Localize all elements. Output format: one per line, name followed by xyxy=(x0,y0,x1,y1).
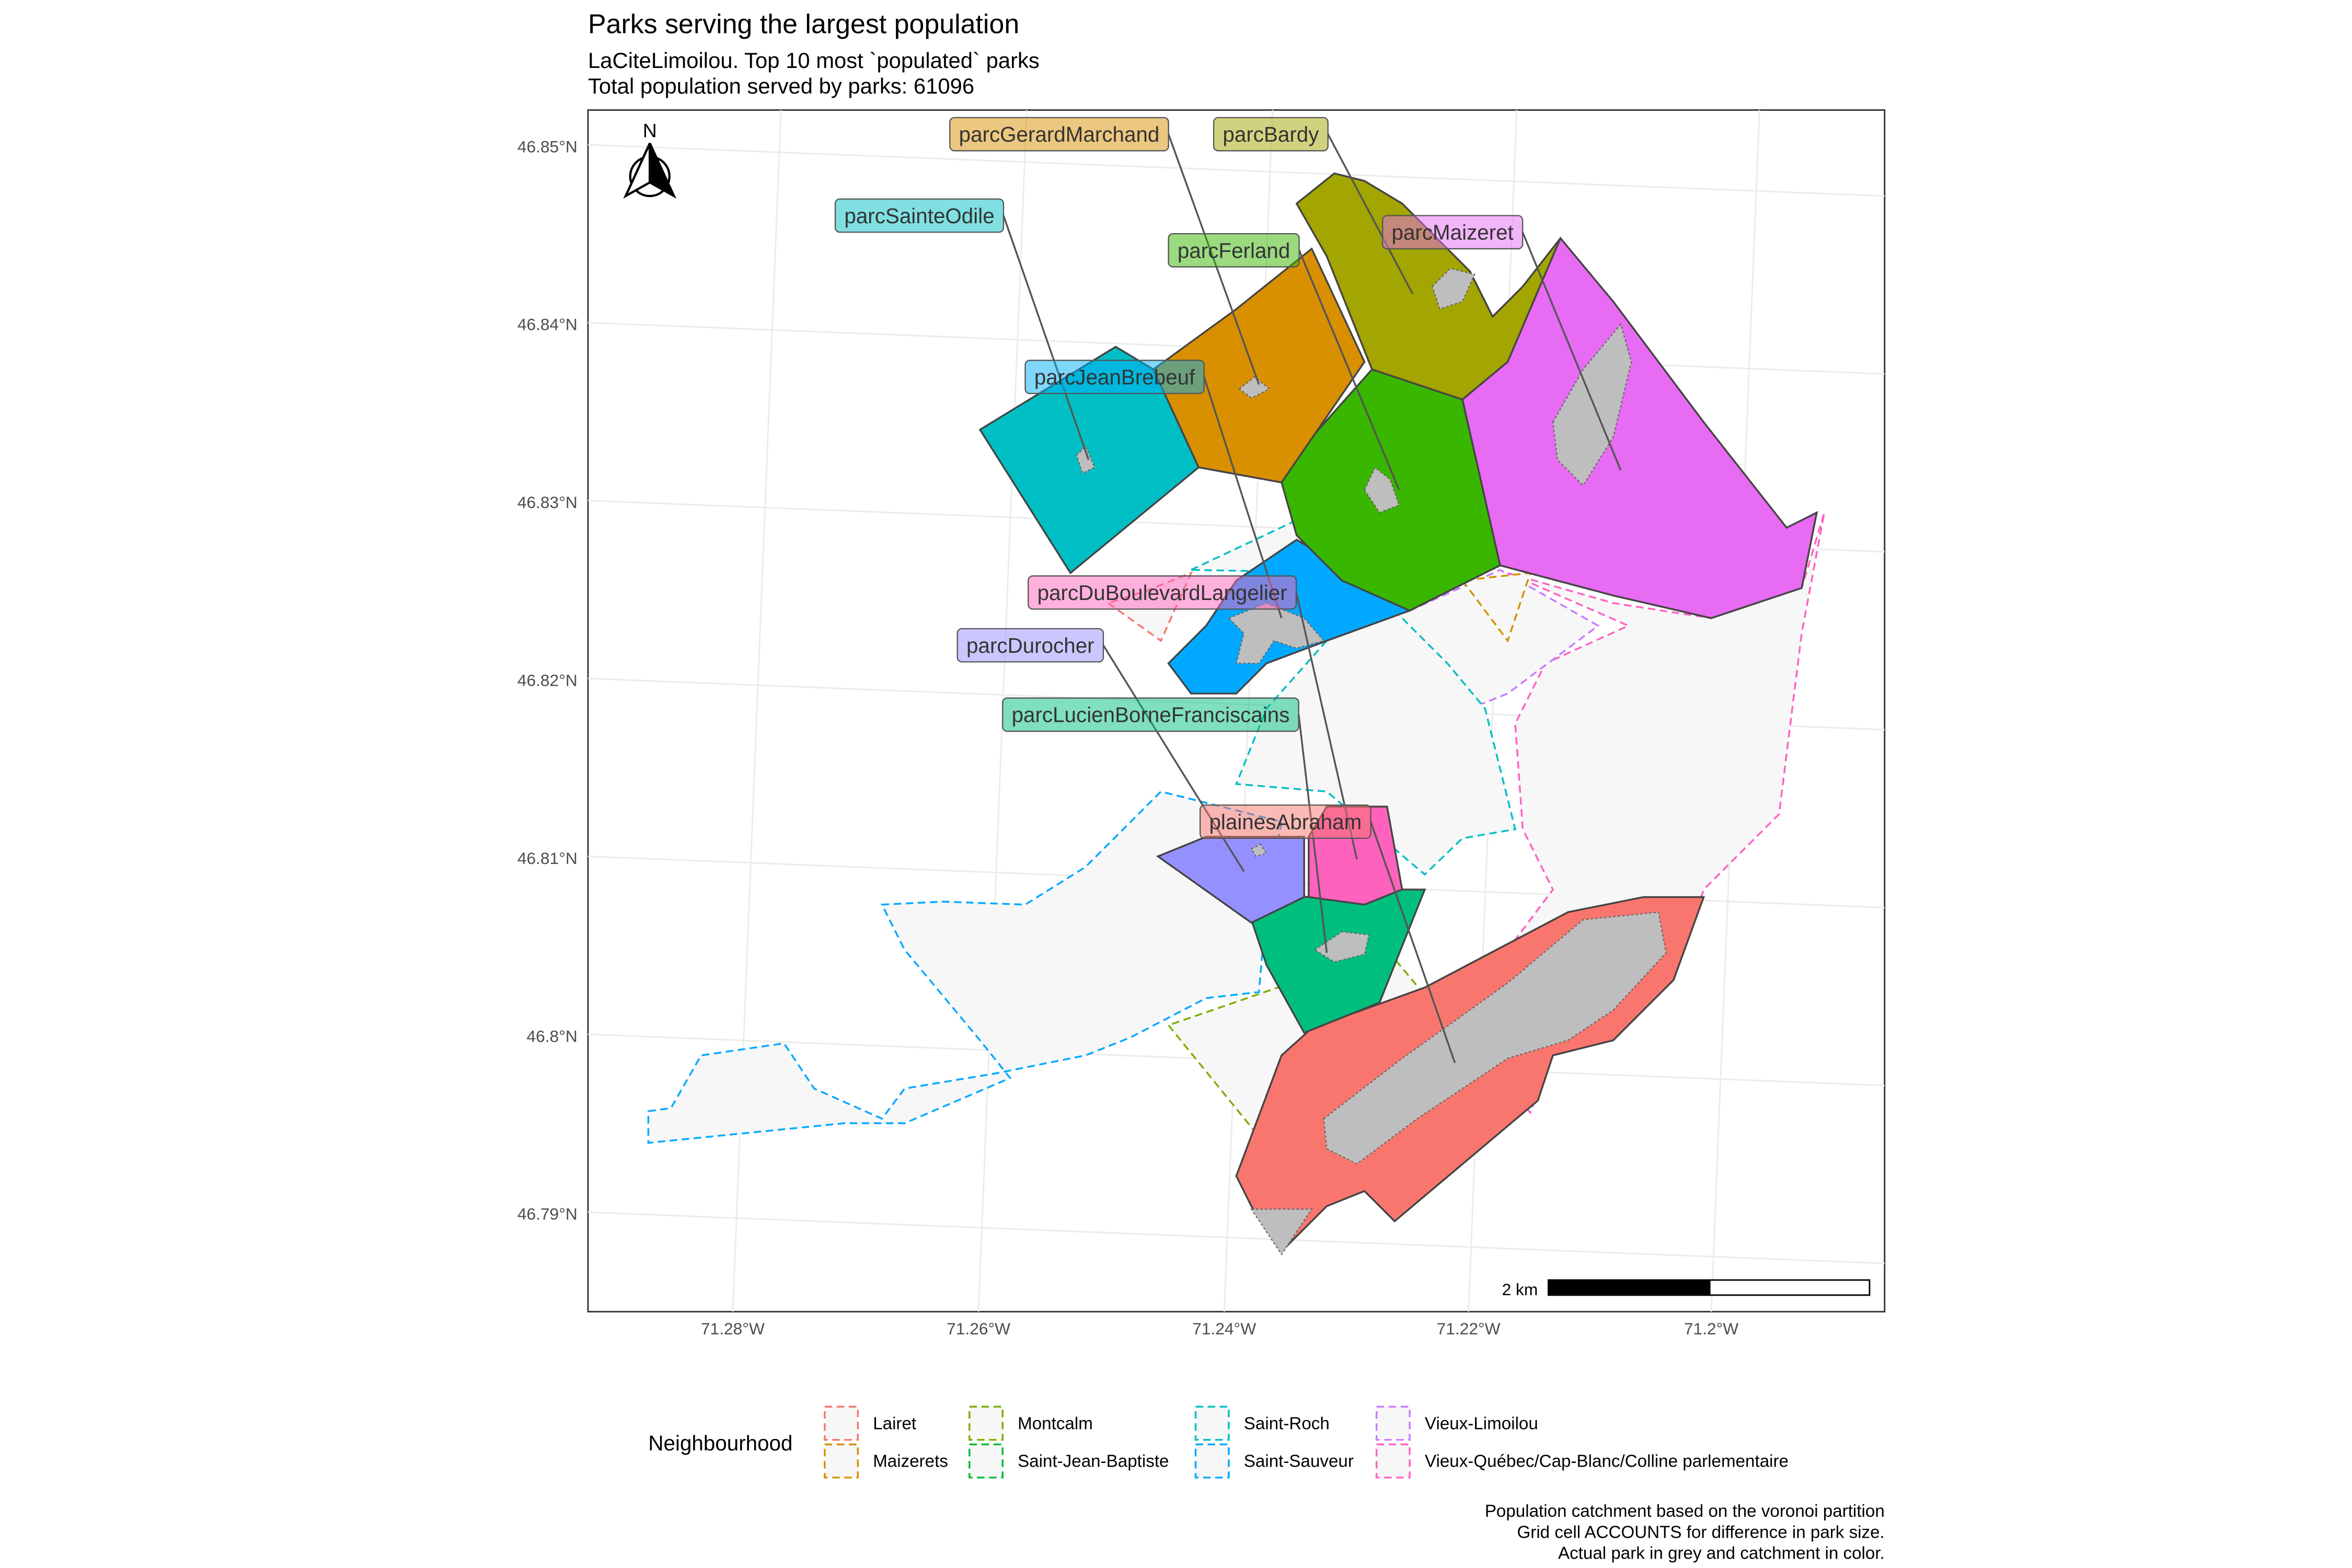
x-tick-label: 71.26°W xyxy=(947,1319,1010,1338)
chart-subtitle-1: LaCiteLimoilou. Top 10 most `populated` … xyxy=(588,48,1040,73)
legend-label: Montcalm xyxy=(1018,1414,1093,1434)
y-tick-label: 46.79°N xyxy=(517,1205,578,1224)
y-tick-label: 46.85°N xyxy=(517,137,578,156)
park-label-text: parcFerland xyxy=(1178,238,1290,262)
scale-bar-black-segment xyxy=(1548,1279,1711,1296)
x-tick-label: 71.22°W xyxy=(1437,1319,1501,1338)
legend-key xyxy=(969,1443,1004,1479)
park-durocher xyxy=(1250,843,1267,857)
park-label-text: plainesAbraham xyxy=(1209,810,1362,834)
park-label-text: parcSainteOdile xyxy=(844,204,994,228)
y-tick-label: 46.83°N xyxy=(517,493,578,512)
y-tick-label: 46.8°N xyxy=(526,1027,577,1045)
catchment-parc-maizeret xyxy=(1461,236,1818,619)
legend-item: Vieux-Limoilou xyxy=(1375,1405,1538,1441)
park-ferland xyxy=(1364,466,1400,514)
caption-line: Actual park in grey and catchment in col… xyxy=(1558,1544,1885,1563)
legend-label: Saint-Roch xyxy=(1244,1414,1330,1434)
park-label-leader xyxy=(1002,215,1090,460)
y-axis: 46.85°N 46.84°N 46.83°N 46.82°N 46.81°N … xyxy=(517,137,578,1223)
catchment-parc-bardy xyxy=(1295,172,1562,401)
park-label-text: parcDuBoulevardLangelier xyxy=(1037,581,1287,605)
park-lucien-borne xyxy=(1313,931,1370,963)
park-label-text: parcDurocher xyxy=(966,633,1094,658)
north-arrow-label: N xyxy=(643,120,657,142)
park-label: parcGerardMarchand xyxy=(949,117,1169,152)
park-label: parcSainteOdile xyxy=(834,198,1005,233)
x-tick-label: 71.24°W xyxy=(1192,1319,1256,1338)
x-axis: 71.28°W 71.26°W 71.24°W 71.22°W 71.2°W xyxy=(701,1319,1738,1338)
y-tick-label: 46.84°N xyxy=(517,315,578,334)
park-label: parcDuBoulevardLangelier xyxy=(1028,575,1297,610)
park-label: parcBardy xyxy=(1213,117,1329,152)
legend-key xyxy=(1194,1443,1230,1479)
park-label: parcMaizeret xyxy=(1382,215,1524,250)
neighbourhood-maizerets xyxy=(1460,572,1532,643)
legend-key xyxy=(824,1405,859,1441)
park-jean-brebeuf xyxy=(1227,602,1325,664)
park-label: parcFerland xyxy=(1168,233,1300,268)
legend-key xyxy=(824,1443,859,1479)
parks-grey xyxy=(1076,268,1667,1256)
legend-key xyxy=(1375,1443,1411,1479)
legend: Neighbourhood Lairet Maizerets Montcalm Sai… xyxy=(648,1405,1789,1479)
caption-line: Population catchment based on the vorono… xyxy=(1485,1502,1885,1521)
park-label: plainesAbraham xyxy=(1200,804,1371,839)
legend-items: Lairet Maizerets Montcalm Saint-Jean-Baptis… xyxy=(824,1405,1789,1479)
scale-bar-white-segment xyxy=(1709,1279,1871,1296)
chart-subtitle-2: Total population served by parks: 61096 xyxy=(588,74,974,98)
park-label: parcJeanBrebeuf xyxy=(1024,360,1205,395)
x-tick-label: 71.28°W xyxy=(701,1319,765,1338)
legend-label: Saint-Jean-Baptiste xyxy=(1018,1452,1169,1471)
park-label-leader xyxy=(1369,821,1456,1064)
legend-item: Saint-Jean-Baptiste xyxy=(969,1443,1169,1479)
legend-item: Maizerets xyxy=(824,1443,948,1479)
y-tick-label: 46.81°N xyxy=(517,849,578,868)
legend-label: Saint-Sauveur xyxy=(1244,1452,1354,1471)
park-label-text: parcJeanBrebeuf xyxy=(1034,365,1195,389)
park-plaines-abraham xyxy=(1323,911,1667,1165)
catchment-parc-durocher xyxy=(1156,836,1305,924)
legend-label: Maizerets xyxy=(873,1452,948,1471)
park-label-text: parcBardy xyxy=(1223,122,1319,146)
caption: Population catchment based on the vorono… xyxy=(1485,1502,1885,1563)
legend-item: Vieux-Québec/Cap-Blanc/Colline parlement… xyxy=(1375,1443,1789,1479)
park-label-leader xyxy=(1298,250,1400,491)
y-tick-label: 46.82°N xyxy=(517,671,578,690)
park-bardy xyxy=(1432,268,1475,310)
park-maizeret xyxy=(1552,322,1632,487)
legend-title: Neighbourhood xyxy=(648,1431,792,1455)
park-gerard-marchand xyxy=(1238,376,1271,399)
legend-label: Lairet xyxy=(873,1414,916,1434)
legend-label: Vieux-Québec/Cap-Blanc/Colline parlement… xyxy=(1425,1452,1789,1471)
park-label-leader xyxy=(1327,133,1414,295)
legend-item: Lairet xyxy=(824,1405,916,1441)
legend-key xyxy=(969,1405,1004,1441)
park-sainte-odile xyxy=(1076,445,1096,475)
park-label-text: parcGerardMarchand xyxy=(959,122,1160,146)
park-label: parcLucienBorneFranciscains xyxy=(1002,697,1299,732)
neighbourhood-saint-roch xyxy=(1191,518,1517,876)
chart-title: Parks serving the largest population xyxy=(588,9,1019,39)
legend-item: Saint-Sauveur xyxy=(1194,1443,1354,1479)
legend-item: Saint-Roch xyxy=(1194,1405,1330,1441)
park-label-text: parcMaizeret xyxy=(1392,221,1514,245)
plot-panel: parcGerardMarchand parcBardy parcSainteOdi… xyxy=(587,109,1886,1313)
legend-item: Montcalm xyxy=(969,1405,1093,1441)
park-labels: parcGerardMarchand parcBardy parcSainteOdi… xyxy=(834,117,1622,1064)
park-label-leader xyxy=(1521,232,1622,471)
scale-bar: 2 km xyxy=(1502,1279,1871,1299)
park-label-text: parcLucienBorneFranciscains xyxy=(1012,703,1290,727)
north-arrow: N xyxy=(623,120,677,199)
legend-label: Vieux-Limoilou xyxy=(1425,1414,1538,1434)
park-plaines-abraham-south xyxy=(1250,1208,1313,1256)
caption-line: Grid cell ACCOUNTS for difference in par… xyxy=(1517,1523,1884,1542)
legend-key xyxy=(1375,1405,1411,1441)
legend-key xyxy=(1194,1405,1230,1441)
scale-bar-label: 2 km xyxy=(1502,1280,1538,1299)
north-arrow-right-half xyxy=(649,143,677,199)
x-tick-label: 71.2°W xyxy=(1684,1319,1738,1338)
park-label: parcDurocher xyxy=(956,628,1104,663)
